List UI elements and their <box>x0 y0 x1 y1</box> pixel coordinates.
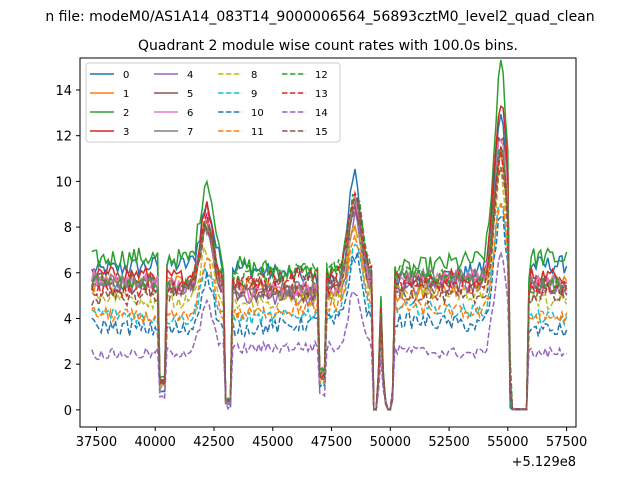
y-tick-label: 0 <box>64 404 72 419</box>
legend-label-5: 5 <box>187 89 193 100</box>
legend-label-1: 1 <box>123 89 129 100</box>
x-tick-label: 40000 <box>135 435 176 450</box>
y-tick-label: 2 <box>64 358 72 373</box>
legend-label-4: 4 <box>187 70 193 81</box>
legend-label-6: 6 <box>187 108 193 119</box>
legend-label-15: 15 <box>315 127 328 138</box>
series-line-14 <box>91 252 567 411</box>
legend-label-13: 13 <box>315 89 328 100</box>
series-layer <box>91 59 568 411</box>
figure-title: n file: modeM0/AS1A14_083T14_9000006564_… <box>45 9 594 25</box>
x-tick-label: 50000 <box>370 435 411 450</box>
x-tick-label: 42500 <box>193 435 234 450</box>
x-tick-label: 45000 <box>252 435 293 450</box>
series-line-15 <box>91 166 567 411</box>
y-tick-label: 14 <box>55 84 72 99</box>
series-line-12 <box>91 145 568 411</box>
legend-frame <box>85 62 341 143</box>
series-line-3 <box>91 105 567 411</box>
x-tick-label: 52500 <box>428 435 469 450</box>
series-line-9 <box>91 202 568 411</box>
x-offset-label: +5.129e8 <box>512 455 576 470</box>
legend-label-11: 11 <box>251 127 264 138</box>
legend-label-3: 3 <box>123 127 129 138</box>
x-tick-label: 47500 <box>311 435 352 450</box>
y-tick-label: 10 <box>55 175 72 190</box>
series-line-13 <box>91 146 568 411</box>
y-tick-label: 6 <box>64 267 72 282</box>
legend-label-0: 0 <box>123 70 129 81</box>
legend-label-9: 9 <box>251 89 257 100</box>
chart-title: Quadrant 2 module wise count rates with … <box>138 38 518 54</box>
x-tick-label: 57500 <box>546 435 587 450</box>
legend-label-14: 14 <box>315 108 328 119</box>
series-line-10 <box>91 214 568 411</box>
x-axis: 37500 40000 42500 45000 47500 50000 52500 55000… <box>76 427 587 450</box>
plot-frame <box>79 57 577 428</box>
legend-label-2: 2 <box>123 108 129 119</box>
y-tick-label: 4 <box>64 312 72 327</box>
legend-label-7: 7 <box>187 127 193 138</box>
x-tick-label: 55000 <box>487 435 528 450</box>
x-tick-label: 37500 <box>76 435 117 450</box>
legend-label-8: 8 <box>251 70 257 81</box>
y-tick-label: 8 <box>64 221 72 236</box>
series-line-2 <box>91 59 568 411</box>
legend-label-12: 12 <box>315 70 328 81</box>
series-line-11 <box>91 203 568 411</box>
legend-label-10: 10 <box>251 108 264 119</box>
y-tick-label: 12 <box>55 130 72 145</box>
y-axis: 0 2 4 6 8 10 12 14 <box>55 84 80 419</box>
